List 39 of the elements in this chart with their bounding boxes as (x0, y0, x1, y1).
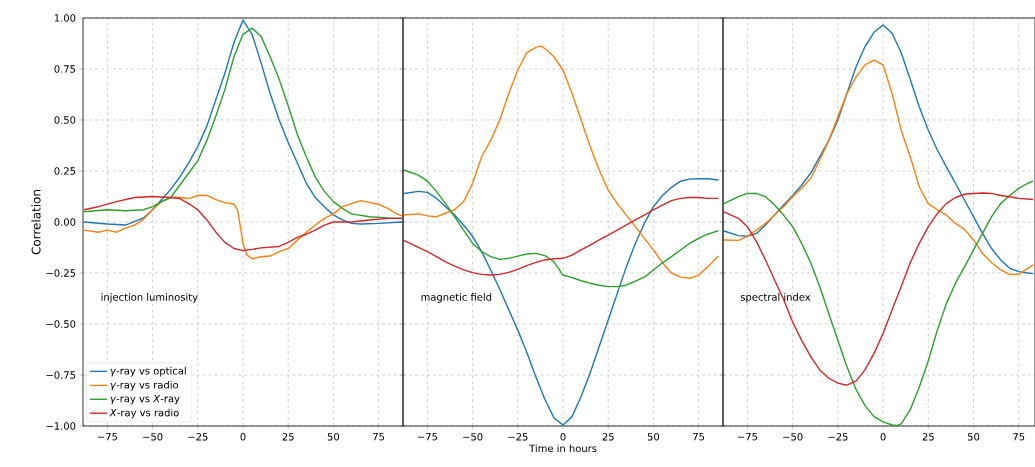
x-axis-title: Time in hours (529, 444, 597, 453)
y-tick-label: −0.25 (46, 269, 76, 277)
x-tick-label: 0 (560, 433, 566, 441)
y-tick-label: −0.50 (46, 320, 76, 328)
x-tick-label: −50 (463, 433, 483, 441)
y-tick-label: −0.75 (46, 371, 76, 379)
x-tick-label: 25 (282, 433, 294, 441)
annotation: spectral index (740, 293, 811, 303)
x-tick-label: 0 (240, 433, 246, 441)
x-tick-label: 50 (327, 433, 340, 441)
x-tick-label: −25 (828, 433, 848, 441)
x-tick-label: 25 (922, 433, 934, 441)
x-tick-label: −50 (143, 433, 163, 441)
x-tick-label: 50 (967, 433, 980, 441)
x-tick-label: 25 (602, 433, 614, 441)
x-tick-label: −75 (417, 433, 438, 441)
y-tick-label: 0.00 (54, 218, 76, 226)
y-tick-label: 1.00 (54, 14, 76, 22)
x-tick-label: 50 (647, 433, 660, 441)
legend-label: γ-ray vs optical (110, 366, 186, 377)
y-axis-title: Correlation (31, 190, 41, 255)
x-tick-label: −75 (97, 433, 118, 441)
y-tick-label: 0.75 (54, 65, 76, 73)
y-tick-label: −1.00 (46, 422, 76, 430)
x-tick-label: −75 (737, 433, 758, 441)
x-tick-label: −25 (188, 433, 208, 441)
x-tick-label: 75 (1013, 433, 1025, 441)
legend-label: γ-ray vs radio (110, 380, 179, 391)
x-tick-label: 75 (373, 433, 385, 441)
annotation: magnetic field (421, 293, 492, 303)
x-tick-label: 0 (880, 433, 886, 441)
x-tick-label: −25 (508, 433, 528, 441)
y-tick-label: 0.50 (54, 116, 76, 124)
legend-label: γ-ray vs X-ray (110, 394, 180, 405)
legend-label: X-ray vs radio (109, 408, 179, 419)
x-tick-label: 75 (693, 433, 705, 441)
annotation: injection luminosity (101, 293, 198, 303)
y-tick-label: 0.25 (54, 167, 76, 175)
x-tick-label: −50 (783, 433, 803, 441)
